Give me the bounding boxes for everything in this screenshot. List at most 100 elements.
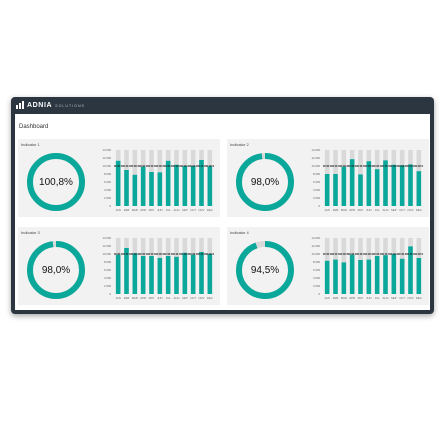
y-tick-label: 8.000 [104, 260, 111, 264]
monthly-bar-chart: 0 2.000 4.000 6.000 8.000 10.000 12.000 14.000 J… [311, 148, 423, 212]
x-tick-label: JUN [157, 296, 162, 300]
actual-bar [165, 256, 171, 294]
y-tick-label: 10.000 [311, 252, 320, 256]
x-tick-label: JAN [325, 208, 330, 212]
dashboard-content: Dashboard Indicator 1 100,8% 0 2.000 4.000… [15, 114, 430, 310]
x-tick-label: DEC [207, 296, 213, 300]
actual-bar [182, 252, 188, 294]
percent-label: 98,0% [41, 264, 71, 276]
x-tick-label: JUL [166, 296, 171, 300]
indicator-panel-3: Indicator 3 98,0% 0 2.000 4.000 6.000 8.000 1… [18, 227, 220, 305]
x-tick-label: NOV [407, 296, 413, 300]
y-tick-label: 2.000 [313, 284, 320, 288]
actual-bar [333, 174, 338, 206]
actual-bar [140, 166, 146, 206]
actual-bar [124, 170, 129, 206]
brand-logo[interactable]: ADNIA SOLUTIONS [16, 101, 85, 109]
actual-bar [324, 174, 330, 206]
actual-bar [174, 164, 179, 206]
x-tick-label: APR [349, 296, 355, 300]
page-title: Dashboard [19, 124, 49, 130]
x-tick-label: MAR [132, 296, 138, 300]
actual-bar [132, 253, 138, 294]
x-tick-label: OCT [399, 296, 405, 300]
y-tick-label: 14.000 [102, 148, 111, 152]
x-tick-label: FEB [124, 296, 130, 300]
x-tick-label: JAN [116, 296, 121, 300]
progress-donut [236, 241, 294, 299]
actual-bar [174, 256, 179, 294]
x-tick-label: APR [349, 208, 355, 212]
actual-bar [149, 172, 154, 206]
actual-bar [199, 252, 204, 294]
x-tick-label: JUN [366, 296, 371, 300]
actual-bar [408, 164, 413, 206]
x-tick-label: FEB [333, 296, 339, 300]
monthly-bar-chart: 0 2.000 4.000 6.000 8.000 10.000 12.000 14.000 J… [102, 148, 214, 212]
x-tick-label: DEC [416, 296, 422, 300]
x-tick-label: FEB [333, 208, 339, 212]
donut-progress-arc [236, 153, 294, 211]
actual-bar [391, 164, 397, 206]
actual-bar [358, 260, 363, 294]
x-tick-label: SEP [391, 208, 397, 212]
y-tick-label: 14.000 [102, 236, 111, 240]
x-tick-label: JAN [325, 296, 330, 300]
percent-label: 94,5% [250, 264, 280, 276]
donut-progress-arc [236, 241, 294, 299]
y-tick-label: 12.000 [311, 156, 320, 160]
brand-subtitle: SOLUTIONS [55, 103, 85, 108]
x-tick-label: AUG [173, 296, 179, 300]
y-tick-label: 12.000 [102, 156, 111, 160]
actual-bar [165, 160, 171, 206]
y-tick-label: 14.000 [311, 148, 320, 152]
actual-bar [207, 254, 213, 294]
y-tick-label: 0 [318, 204, 320, 208]
donut-progress-arc [27, 153, 85, 211]
x-tick-label: SEP [182, 208, 188, 212]
x-tick-label: AUG [173, 208, 179, 212]
actual-bar [207, 166, 213, 206]
y-tick-label: 8.000 [104, 172, 111, 176]
y-tick-label: 10.000 [311, 164, 320, 168]
top-bar: ADNIA SOLUTIONS [11, 97, 434, 113]
y-tick-label: 4.000 [104, 188, 111, 192]
x-tick-label: FEB [124, 208, 130, 212]
x-tick-label: SEP [391, 296, 397, 300]
actual-bar [115, 160, 121, 206]
x-tick-label: OCT [190, 208, 196, 212]
actual-bar [190, 254, 196, 294]
panel-title: Indicator 3 [21, 230, 40, 235]
y-tick-label: 6.000 [313, 180, 320, 184]
y-tick-label: 8.000 [313, 260, 320, 264]
y-tick-label: 0 [109, 292, 111, 296]
x-tick-label: AUG [382, 296, 388, 300]
actual-bar [124, 248, 129, 294]
y-tick-label: 6.000 [104, 180, 111, 184]
actual-bar [383, 160, 388, 206]
x-tick-label: JUL [375, 208, 380, 212]
actual-bar [157, 172, 163, 206]
y-tick-label: 10.000 [102, 164, 111, 168]
monthly-bar-chart: 0 2.000 4.000 6.000 8.000 10.000 12.000 14.000 J… [102, 236, 214, 300]
actual-bar [199, 160, 204, 206]
actual-bar [349, 159, 355, 206]
panel-title: Indicator 1 [21, 142, 40, 147]
monthly-bar-chart: 0 2.000 4.000 6.000 8.000 10.000 12.000 14.000 J… [311, 236, 423, 300]
x-tick-label: DEC [416, 208, 422, 212]
actual-bar [416, 171, 422, 206]
y-tick-label: 12.000 [311, 244, 320, 248]
x-tick-label: JAN [116, 208, 121, 212]
actual-bar [366, 259, 372, 294]
actual-bar [374, 169, 380, 206]
x-tick-label: JUN [157, 208, 162, 212]
y-tick-label: 4.000 [313, 188, 320, 192]
x-tick-label: MAR [341, 208, 347, 212]
y-tick-label: 0 [109, 204, 111, 208]
progress-donut [27, 153, 85, 211]
progress-donut [27, 241, 85, 299]
y-tick-label: 4.000 [313, 276, 320, 280]
x-tick-label: NOV [407, 208, 413, 212]
y-tick-label: 2.000 [104, 284, 111, 288]
y-tick-label: 0 [318, 292, 320, 296]
